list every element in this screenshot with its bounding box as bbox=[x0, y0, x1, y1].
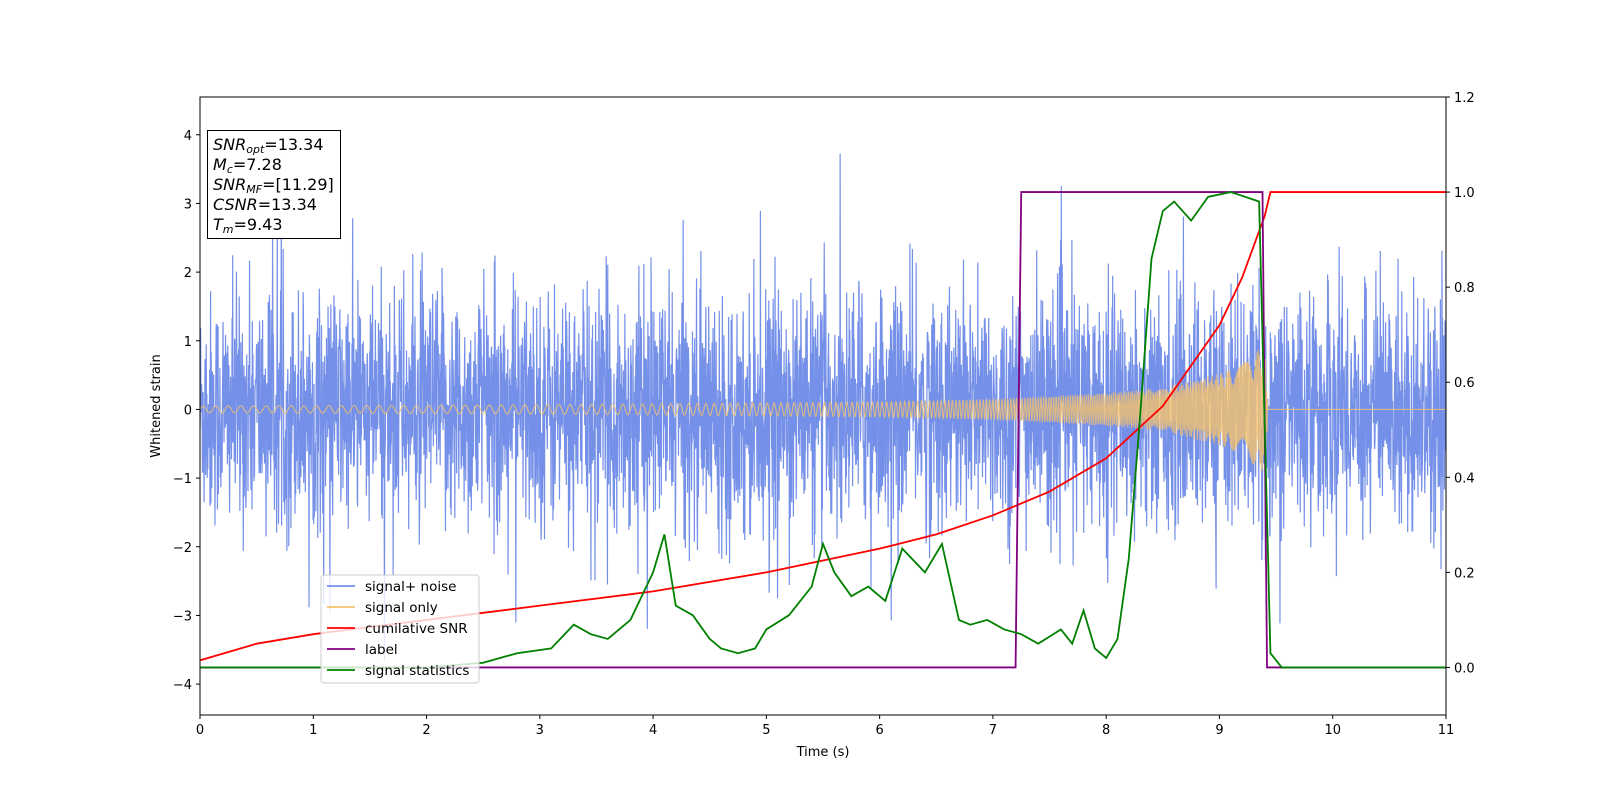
y2-tick-label: 0.6 bbox=[1454, 376, 1475, 391]
y-tick-label: −3 bbox=[173, 609, 192, 624]
axes-frame bbox=[199, 96, 1447, 716]
x-tick-label: 1 bbox=[309, 723, 317, 738]
x-tick-label: 2 bbox=[422, 723, 430, 738]
y2-tick-label: 0.4 bbox=[1454, 471, 1475, 486]
x-tick-label: 5 bbox=[762, 723, 770, 738]
y-tick-label: −4 bbox=[173, 678, 192, 693]
series-signal-noise-line bbox=[200, 153, 1446, 661]
y-tick-label: 3 bbox=[184, 197, 192, 212]
y-tick-label: −1 bbox=[173, 472, 192, 487]
info-line: SNRMF=[11.29] bbox=[213, 175, 334, 196]
y-tick-label: −2 bbox=[173, 541, 192, 556]
series-signal-only-line bbox=[200, 345, 1446, 472]
x-tick-label: 9 bbox=[1215, 723, 1223, 738]
y-tick-label: 4 bbox=[184, 129, 192, 144]
x-tick-label: 11 bbox=[1438, 723, 1455, 738]
info-line: CSNR=13.34 bbox=[213, 195, 317, 214]
y2-tick-label: 0.0 bbox=[1454, 661, 1475, 676]
legend-label: label bbox=[365, 642, 398, 658]
x-tick-label: 10 bbox=[1324, 723, 1341, 738]
legend-label: signal statistics bbox=[365, 663, 469, 679]
y2-tick-label: 0.2 bbox=[1454, 566, 1475, 581]
x-tick-label: 8 bbox=[1102, 723, 1110, 738]
info-line: Tm=9.43 bbox=[213, 215, 283, 236]
ticks: 0 1 2 3 4 5 6 7 8 9 10 11 −4 −3 −2 −1 0 1 2 3 4 0.0 0.2 0.4 0.6 0… bbox=[173, 91, 1475, 738]
y2-tick-label: 1.0 bbox=[1454, 186, 1475, 201]
x-tick-label: 3 bbox=[536, 723, 544, 738]
x-tick-label: 0 bbox=[196, 723, 204, 738]
legend-box bbox=[320, 574, 480, 684]
x-tick-label: 7 bbox=[989, 723, 997, 738]
series-signal-statistics-line bbox=[200, 191, 1446, 669]
y-axis-label: Whitened strain bbox=[149, 354, 164, 457]
y2-tick-label: 0.8 bbox=[1454, 281, 1475, 296]
y2-tick-label: 1.2 bbox=[1454, 91, 1475, 106]
legend: signal+ noise signal only cumilative SNR la… bbox=[320, 574, 480, 684]
legend-label: signal+ noise bbox=[365, 579, 456, 595]
x-axis-label: Time (s) bbox=[796, 745, 850, 760]
info-line: Mc=7.28 bbox=[213, 155, 282, 176]
y-tick-label: 1 bbox=[184, 335, 192, 350]
x-tick-label: 6 bbox=[875, 723, 883, 738]
snr-info-box: SNRopt=13.34 Mc=7.28 SNRMF=[11.29] CSNR=13.… bbox=[207, 130, 341, 239]
legend-label: cumilative SNR bbox=[365, 621, 468, 637]
info-line: SNRopt=13.34 bbox=[213, 135, 324, 156]
legend-label: signal only bbox=[365, 600, 438, 616]
x-tick-label: 4 bbox=[649, 723, 657, 738]
y-tick-label: 0 bbox=[184, 403, 192, 418]
y-tick-label: 2 bbox=[184, 266, 192, 281]
